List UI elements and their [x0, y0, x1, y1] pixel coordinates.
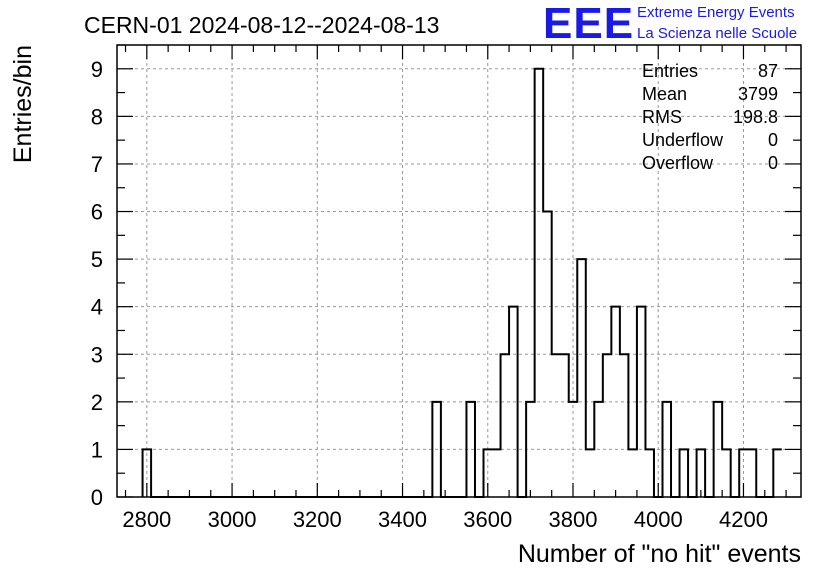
- x-tick-label: 3000: [208, 507, 257, 532]
- stats-value: 0: [768, 153, 778, 173]
- y-tick-label: 5: [91, 247, 103, 272]
- x-tick-label: 4000: [634, 507, 683, 532]
- y-tick-label: 9: [91, 57, 103, 82]
- logo-subtitle-line1: Extreme Energy Events: [637, 4, 795, 21]
- x-tick-label: 3200: [293, 507, 342, 532]
- x-tick-label: 2800: [122, 507, 171, 532]
- x-tick-labels: 2800 3000 3200 3400 3600 3800 4000 4200: [122, 507, 768, 532]
- stats-label: Underflow: [642, 130, 724, 150]
- x-tick-label: 3400: [378, 507, 427, 532]
- y-tick-label: 1: [91, 437, 103, 462]
- y-tick-label: 0: [91, 485, 103, 510]
- x-tick-label: 3800: [549, 507, 598, 532]
- y-tick-label: 2: [91, 390, 103, 415]
- y-tick-label: 7: [91, 152, 103, 177]
- stats-box: Entries 87 Mean 3799 RMS 198.8 Underflow 0 Overf…: [642, 61, 778, 173]
- y-tick-label: 4: [91, 295, 103, 320]
- stats-value: 198.8: [733, 107, 778, 127]
- axis-ticks: [117, 44, 801, 498]
- stats-label: Overflow: [642, 153, 714, 173]
- grid-lines: [117, 45, 801, 497]
- stats-value: 87: [758, 61, 778, 81]
- y-tick-label: 6: [91, 200, 103, 225]
- stats-label: RMS: [642, 107, 682, 127]
- x-tick-label: 3600: [463, 507, 512, 532]
- x-tick-label: 4200: [719, 507, 768, 532]
- plot-frame: [116, 44, 802, 498]
- chart-title: CERN-01 2024-08-12--2024-08-13: [84, 12, 440, 38]
- stats-label: Entries: [642, 61, 698, 81]
- y-axis-label: Entries/bin: [9, 45, 37, 163]
- eee-logo: EEE: [543, 0, 635, 48]
- x-axis-label: Number of "no hit" events: [518, 540, 801, 568]
- stats-value: 0: [768, 130, 778, 150]
- logo-subtitle-line2: La Scienza nelle Scuole: [637, 25, 798, 42]
- y-tick-label: 8: [91, 104, 103, 129]
- stats-label: Mean: [642, 84, 687, 104]
- stats-value: 3799: [738, 84, 778, 104]
- y-tick-label: 3: [91, 342, 103, 367]
- y-tick-labels: 0 1 2 3 4 5 6 7 8 9: [91, 57, 103, 510]
